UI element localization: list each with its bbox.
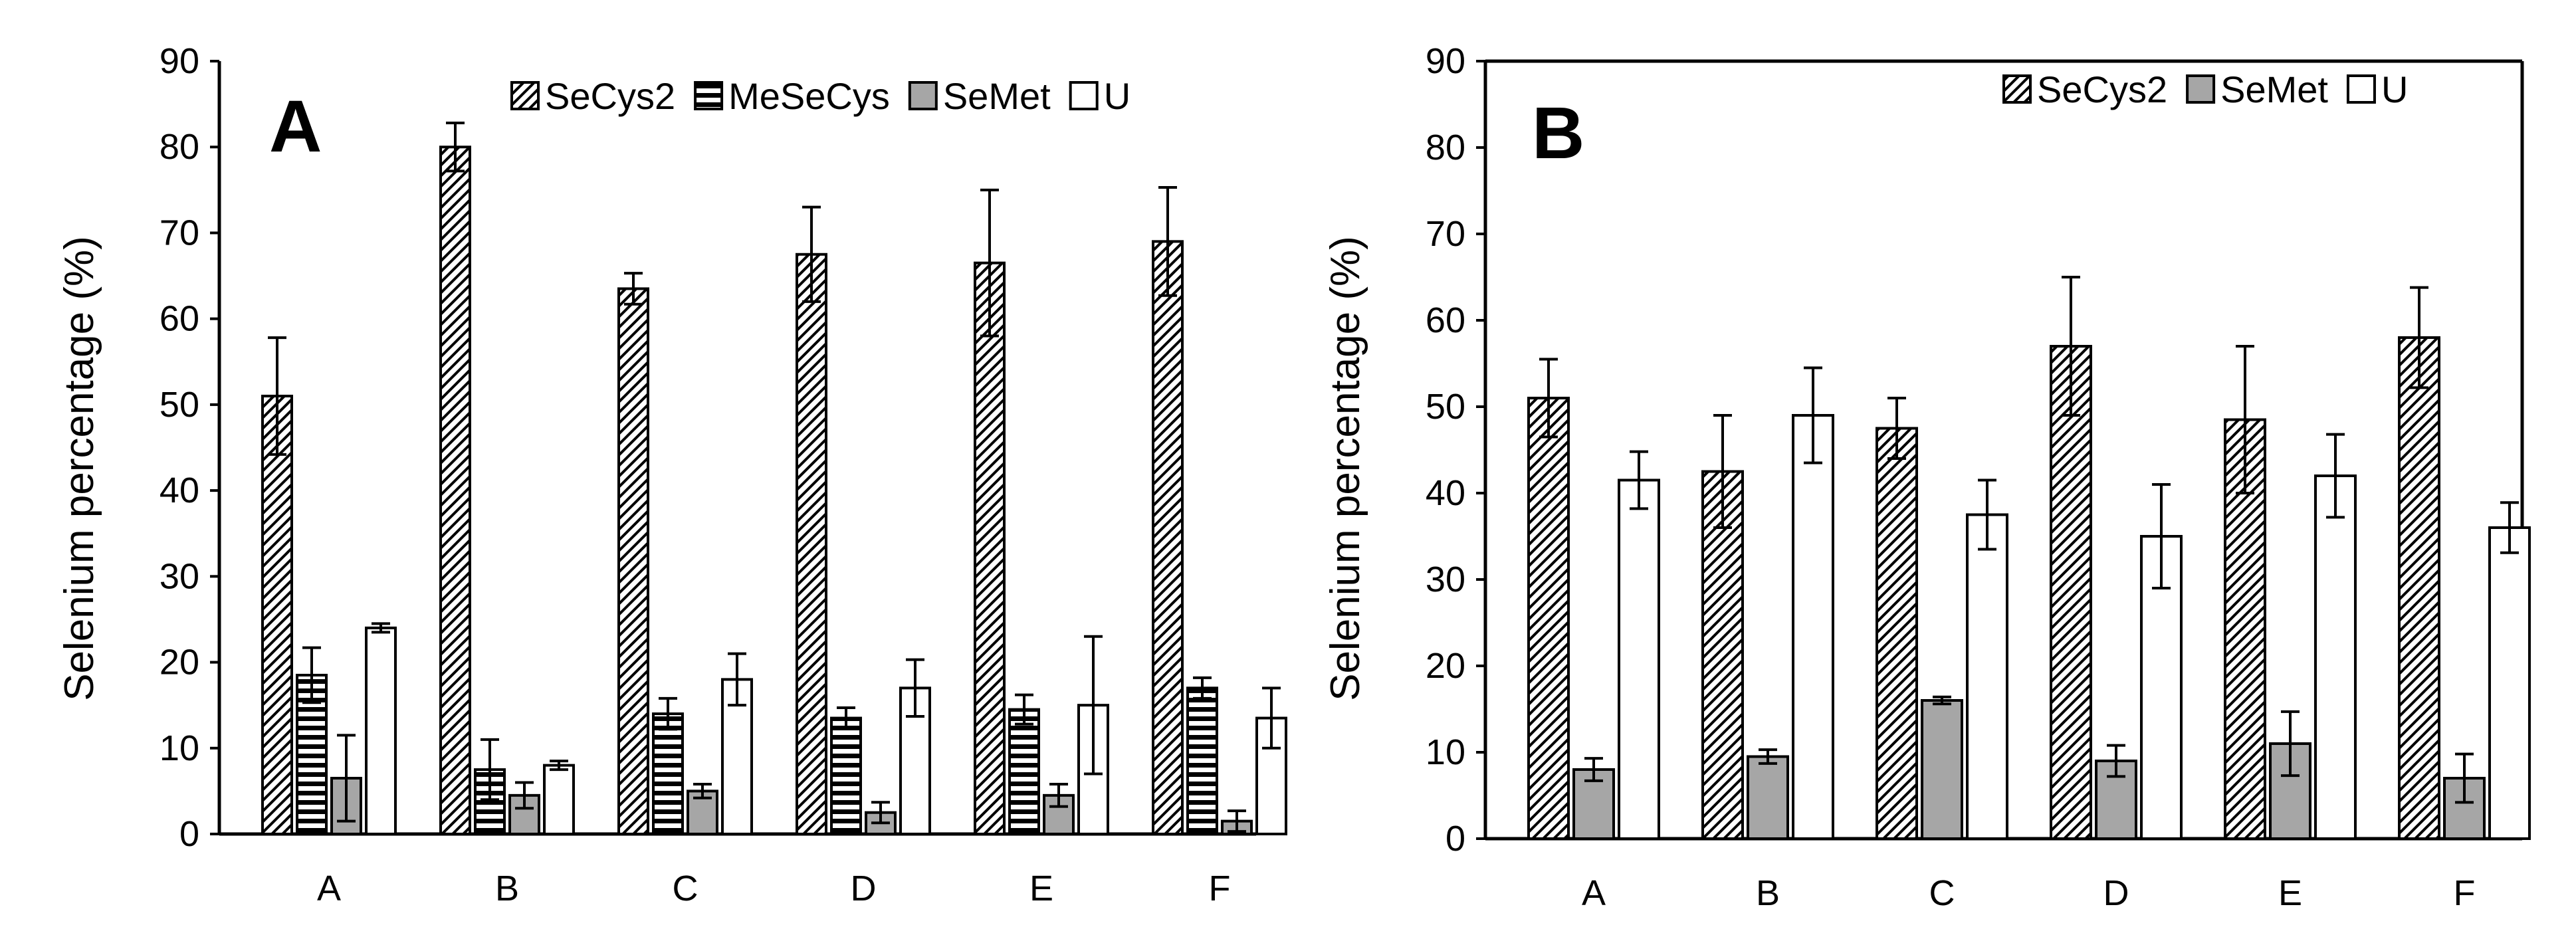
bar-mesecys-c [652, 712, 684, 835]
legend-label-secys2: SeCys2 [2037, 68, 2167, 110]
legend-swatch-semet [908, 81, 938, 110]
y-tick-label: 60 [1426, 300, 1465, 340]
y-tick-label: 10 [160, 728, 199, 768]
legend-swatch-secys2 [2002, 74, 2032, 104]
bar-semet-c [1921, 699, 1963, 840]
x-tick-label: B [495, 869, 519, 908]
x-tick-label: C [673, 869, 698, 908]
legend-swatch-secys2 [510, 81, 540, 110]
y-tick-label: 0 [179, 814, 199, 854]
legend-label-u: U [1104, 75, 1130, 117]
x-tick-label: D [2103, 873, 2129, 913]
x-tick-label: D [851, 869, 877, 908]
bar-secys2-a [1527, 397, 1570, 840]
bar-u-a [365, 626, 397, 835]
y-tick-label: 90 [160, 41, 199, 81]
bar-mesecys-e [1008, 708, 1040, 836]
x-tick-label: F [1209, 869, 1231, 908]
bar-u-a [1618, 478, 1660, 840]
bar-secys2-b [439, 146, 471, 836]
y-axis-title: Selenium percentage (%) [1323, 236, 1368, 701]
legend-label-secys2: SeCys2 [545, 75, 675, 117]
bar-u-d [899, 686, 931, 836]
legend-label-u: U [2381, 68, 2408, 110]
panel-label: B [1532, 92, 1584, 174]
x-tick-label: E [1029, 869, 1053, 908]
panel-b: Selenium percentage (%) B 0 10 20 30 40 50 60 7… [1323, 41, 2531, 913]
x-tick-label: E [2278, 873, 2302, 913]
bar-secys2-e [974, 261, 1006, 835]
y-tick-label: 30 [1426, 560, 1465, 599]
y-tick-label: 70 [1426, 214, 1465, 254]
panel-label: A [269, 86, 322, 167]
bar-mesecys-f [1186, 686, 1218, 836]
legend-swatch-mesecys [694, 81, 724, 110]
y-tick-label: 0 [1446, 819, 1465, 859]
y-axis-title: Selenium percentage (%) [56, 236, 102, 701]
y-tick-label: 20 [1426, 646, 1465, 686]
bar-semet-b [1747, 755, 1789, 840]
y-tick-label: 10 [1426, 732, 1465, 772]
x-tick-label: B [1756, 873, 1780, 913]
y-tick-label: 80 [1426, 128, 1465, 167]
x-tick-label: C [1929, 873, 1955, 913]
y-tick-label: 90 [1426, 41, 1465, 81]
legend-label-semet: SeMet [943, 75, 1051, 117]
y-tick-label: 60 [160, 299, 199, 339]
bar-secys2-d [2050, 345, 2092, 840]
y-tick-label: 50 [1426, 387, 1465, 427]
y-tick-label: 80 [160, 127, 199, 167]
bar-mesecys-d [830, 716, 862, 836]
x-tick-label: F [2454, 873, 2476, 913]
legend-swatch-semet [2186, 74, 2216, 104]
bar-semet-d [2095, 760, 2137, 840]
bar-secys2-c [1876, 427, 1918, 840]
bar-u-f [2488, 526, 2531, 840]
bar-secys2-c [617, 287, 649, 835]
bar-u-b [543, 764, 575, 835]
y-tick-label: 70 [160, 213, 199, 253]
bar-u-c [1966, 513, 2008, 840]
y-tick-label: 20 [160, 643, 199, 682]
bar-secys2-f [1152, 240, 1184, 836]
bar-u-e [2314, 474, 2357, 840]
y-tick-label: 30 [160, 556, 199, 596]
bar-secys2-f [2398, 336, 2440, 840]
bar-secys2-e [2224, 418, 2266, 840]
legend-swatch-u [1069, 81, 1099, 110]
legend-label-mesecys: MeSeCys [728, 75, 890, 117]
y-tick-label: 40 [1426, 473, 1465, 513]
x-tick-label: A [1582, 873, 1606, 913]
x-tick-label: A [317, 869, 341, 908]
legend-swatch-u [2346, 74, 2376, 104]
y-tick-label: 50 [160, 385, 199, 425]
bar-secys2-a [261, 394, 293, 835]
panel-a: Selenium percentage (%) A 0 10 20 30 40 50 60 7… [56, 41, 1287, 908]
bar-secys2-b [1701, 470, 1744, 840]
bar-u-b [1792, 414, 1834, 840]
y-tick-label: 40 [160, 470, 199, 510]
legend-label-semet: SeMet [2220, 68, 2328, 110]
bar-secys2-d [796, 253, 827, 835]
